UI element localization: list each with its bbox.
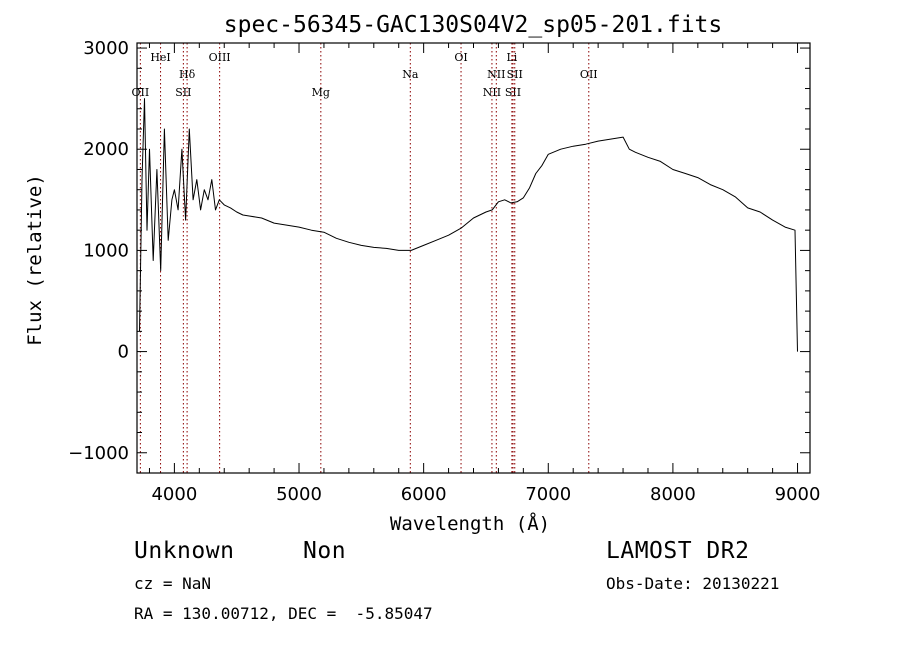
spectral-line-label: OII [132,86,150,99]
spectral-line-label: Na [402,68,419,81]
spectral-line-label: OIII [209,51,231,64]
spectral-line-label: Li [506,51,517,64]
chart-title: spec-56345-GAC130S04V2_sp05-201.fits [224,12,723,38]
spectral-line-label: SII [505,86,521,99]
spectral-line-label: SII [175,86,191,99]
spectral-line-label: OII [580,68,598,81]
spectral-line-label: Mg [312,86,330,99]
spectral-line-label: OI [454,51,467,64]
y-tick-label: 1000 [83,240,129,261]
spectral-line-label: NII [483,86,501,99]
spectral-line-label: HeI [150,51,170,64]
spectral-line-label: NII [487,68,505,81]
spectrum-line [139,98,798,352]
obs-date: Obs-Date: 20130221 [606,574,780,593]
object-subclass: Non [303,538,347,564]
plot-frame [136,42,811,474]
survey-label: LAMOST DR2 [606,538,750,564]
x-tick-label: 6000 [401,484,447,505]
x-tick-label: 8000 [650,484,696,505]
spectral-line-label: SII [507,68,523,81]
ra-dec-coordinates: RA = 130.00712, DEC = -5.85047 [134,604,433,623]
x-tick-label: 5000 [276,484,322,505]
x-tick-label: 4000 [151,484,197,505]
y-tick-label: 2000 [83,139,129,160]
axis-layer: 4000 5000 6000 7000 8000 9000 −1000 0 1000 2000 30… [68,38,820,505]
spectrum-layer [139,98,798,352]
redshift-cz: cz = NaN [134,574,212,593]
y-tick-label: 0 [118,342,129,363]
x-tick-label: 7000 [525,484,571,505]
spectral-line-label: Hδ [179,68,196,81]
y-axis-label: Flux (relative) [24,174,46,346]
y-tick-label: −1000 [68,443,129,464]
x-axis-label: Wavelength (Å) [390,512,550,535]
y-tick-label: 3000 [83,38,129,59]
object-class: Unknown [134,538,235,564]
x-tick-label: 9000 [775,484,821,505]
